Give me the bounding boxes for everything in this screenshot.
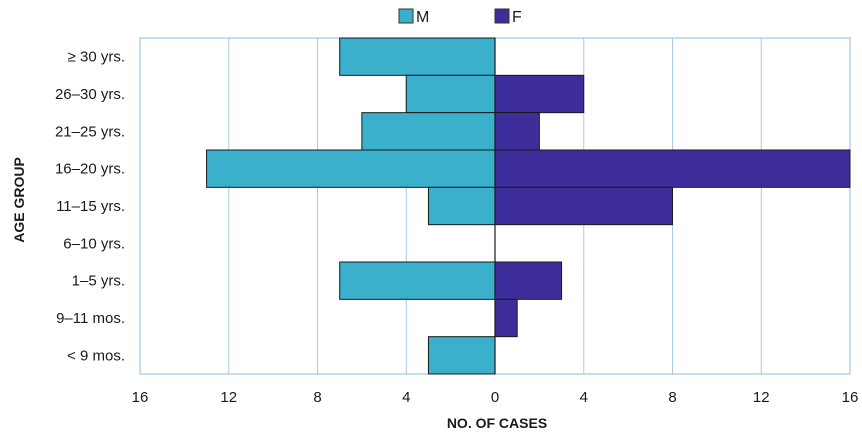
x-tick-label: 8 <box>313 389 321 406</box>
legend-swatch-m <box>398 8 414 24</box>
bars <box>206 37 851 375</box>
x-tick-label: 0 <box>491 389 499 406</box>
bar-f <box>494 74 585 114</box>
bar-m <box>361 112 496 151</box>
x-tick-label: 12 <box>753 389 770 406</box>
bar-f <box>494 298 518 338</box>
y-category-label: < 9 mos. <box>67 347 125 364</box>
bar-f <box>494 261 563 300</box>
bar-m <box>339 37 496 76</box>
y-category-labels: ≥ 30 yrs. 26–30 yrs. 21–25 yrs. 16–20 yrs. 1… <box>55 49 125 365</box>
bar-m <box>427 336 496 375</box>
x-tick-label: 8 <box>668 389 676 406</box>
bar-m <box>339 261 496 300</box>
x-axis-title: NO. OF CASES <box>447 415 547 431</box>
y-category-label: 1–5 yrs. <box>72 273 125 290</box>
bar-f <box>494 112 540 151</box>
y-category-label: 9–11 mos. <box>56 310 125 327</box>
y-category-label: 11–15 yrs. <box>56 198 125 215</box>
x-tick-label: 16 <box>132 389 149 406</box>
x-tick-label: 4 <box>402 389 410 406</box>
legend-label-f: F <box>512 9 522 26</box>
bar-m <box>427 186 496 226</box>
bar-m <box>206 149 496 188</box>
legend: M F <box>398 8 522 26</box>
bar-f <box>494 186 673 226</box>
y-category-label: 6–10 yrs. <box>63 235 125 252</box>
x-tick-label: 4 <box>580 389 588 406</box>
legend-label-m: M <box>416 9 429 26</box>
bar-f <box>494 149 851 188</box>
y-axis-title: AGE GROUP <box>11 157 27 243</box>
y-category-label: 26–30 yrs. <box>55 86 125 103</box>
x-tick-label: 12 <box>220 389 237 406</box>
y-category-label: 16–20 yrs. <box>55 161 125 178</box>
x-tick-labels: 16 12 8 4 0 4 8 12 16 <box>132 389 859 406</box>
bar-m <box>405 74 496 114</box>
x-tick-label: 16 <box>842 389 859 406</box>
y-category-label: 21–25 yrs. <box>55 123 125 140</box>
y-category-label: ≥ 30 yrs. <box>68 49 125 66</box>
legend-swatch-f <box>494 8 510 24</box>
